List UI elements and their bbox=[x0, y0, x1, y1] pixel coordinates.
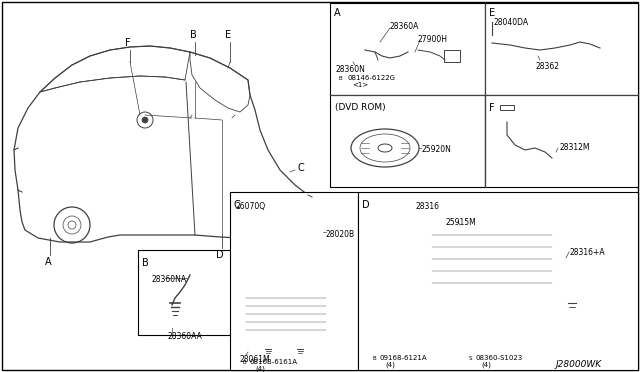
Bar bbox=[330, 3, 485, 95]
Text: 08146-6122G: 08146-6122G bbox=[347, 75, 395, 81]
Text: F: F bbox=[489, 103, 495, 113]
Bar bbox=[500, 105, 514, 110]
Text: 08360-S1023: 08360-S1023 bbox=[476, 355, 524, 361]
Text: 28316+A: 28316+A bbox=[570, 248, 605, 257]
Circle shape bbox=[142, 117, 148, 123]
Bar bbox=[485, 3, 638, 95]
Bar bbox=[244, 296, 328, 340]
Text: J28000WK: J28000WK bbox=[555, 360, 601, 369]
Bar bbox=[603, 43, 619, 55]
Text: A: A bbox=[334, 8, 340, 18]
Text: D: D bbox=[362, 200, 370, 210]
Bar bbox=[278, 215, 292, 245]
Bar bbox=[444, 50, 460, 62]
Text: (4): (4) bbox=[481, 362, 491, 369]
Text: C: C bbox=[298, 163, 305, 173]
Bar bbox=[358, 192, 638, 370]
Text: 28020B: 28020B bbox=[326, 230, 355, 239]
Text: A: A bbox=[45, 257, 51, 267]
Text: 28312M: 28312M bbox=[560, 143, 591, 152]
Text: 0816B-6161A: 0816B-6161A bbox=[250, 359, 298, 365]
Bar bbox=[330, 95, 485, 187]
Bar bbox=[260, 215, 274, 245]
Text: (4): (4) bbox=[255, 366, 265, 372]
Bar bbox=[600, 40, 622, 58]
Text: 28362: 28362 bbox=[535, 62, 559, 71]
Text: (DVD ROM): (DVD ROM) bbox=[335, 103, 386, 112]
Text: 28360N: 28360N bbox=[335, 65, 365, 74]
Bar bbox=[430, 230, 550, 300]
Text: D: D bbox=[216, 250, 224, 260]
Text: 25920N: 25920N bbox=[422, 145, 452, 154]
Bar bbox=[425, 225, 555, 305]
Text: 28360A: 28360A bbox=[390, 22, 419, 31]
Text: 25915M: 25915M bbox=[445, 218, 476, 227]
Text: B: B bbox=[189, 30, 196, 40]
Text: 28360AA: 28360AA bbox=[168, 332, 203, 341]
Text: E: E bbox=[225, 30, 231, 40]
Text: 28040DA: 28040DA bbox=[493, 18, 528, 27]
Text: 26070Q: 26070Q bbox=[235, 202, 265, 211]
Text: B: B bbox=[338, 76, 342, 80]
Text: <1>: <1> bbox=[352, 82, 368, 88]
Text: S: S bbox=[468, 356, 472, 360]
Bar bbox=[240, 292, 332, 344]
Text: 28061M: 28061M bbox=[240, 355, 271, 364]
Text: E: E bbox=[489, 8, 495, 18]
Text: 09168-6121A: 09168-6121A bbox=[380, 355, 428, 361]
Bar bbox=[542, 152, 572, 172]
Text: 28360NA: 28360NA bbox=[152, 275, 187, 284]
Bar bbox=[138, 250, 231, 335]
Bar bbox=[230, 192, 358, 370]
Text: F: F bbox=[125, 38, 131, 48]
Bar bbox=[296, 215, 310, 245]
Text: C: C bbox=[234, 200, 241, 210]
Bar bbox=[190, 118, 232, 146]
Text: 28316: 28316 bbox=[415, 202, 439, 211]
Text: 27900H: 27900H bbox=[418, 35, 448, 44]
Text: B: B bbox=[372, 356, 376, 360]
Bar bbox=[485, 95, 638, 187]
Text: (4): (4) bbox=[385, 362, 395, 369]
Text: B: B bbox=[242, 359, 246, 365]
Text: B: B bbox=[142, 258, 148, 268]
Circle shape bbox=[442, 287, 448, 293]
